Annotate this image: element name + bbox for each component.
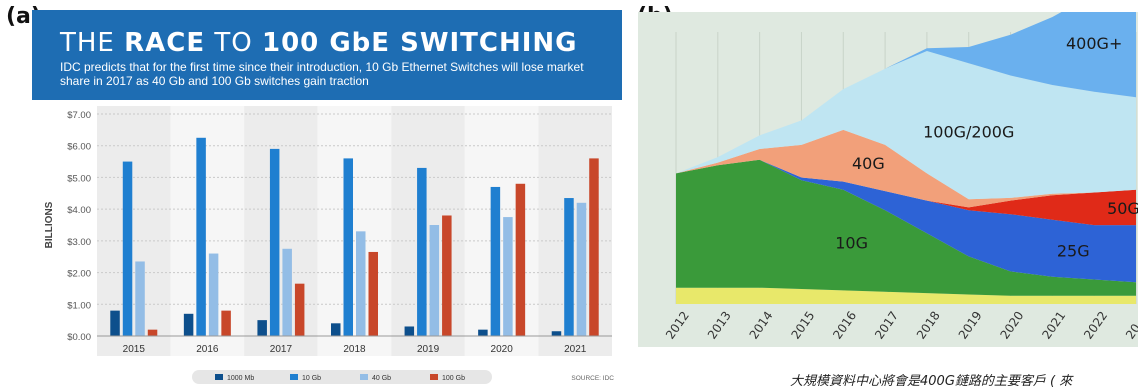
series-label: 50G [1107,199,1138,218]
category-band [538,106,612,356]
y-tick-label: $3.00 [67,237,91,248]
legend-label: 10 Gb [302,375,321,382]
bar [356,231,366,336]
chart-title: THE RACE TO 100 GbE SWITCHING [60,28,578,58]
bar [294,283,305,336]
bar [503,217,513,336]
bar [135,261,145,336]
bar [147,329,158,336]
category-band [170,106,245,356]
legend-box [192,370,492,384]
x-tick-label: 2021 [564,344,587,355]
bar [110,310,120,336]
bar [478,329,488,336]
area-series [676,287,1136,304]
category-band [391,106,465,356]
y-tick-label: $2.00 [67,269,91,280]
series-label: 25G [1057,241,1090,260]
bar [257,320,267,336]
bar [429,225,440,336]
bar [183,313,194,336]
x-tick-label: 2020 [491,344,514,355]
area-series [676,159,1136,226]
bar [208,253,219,336]
bar [576,202,587,336]
bar [282,248,292,336]
series-label: 400G+ [1066,34,1122,53]
chart-subtitle: IDC predicts that for the first time sin… [60,60,584,88]
bar [417,167,427,336]
chart-panel-b: 10G 25G 50G 40G 100G/200G 400G+ 2012 2013 2014 20… [638,12,1138,347]
category-band [317,106,392,356]
bar [515,183,526,336]
y-tick-label: $1.00 [67,300,91,311]
x-tick-label: 2019 [417,344,440,355]
legend-label: 1000 Mb [227,375,254,382]
series-label: 100G/200G [923,122,1014,141]
x-tick-label: 2018 [343,344,366,355]
legend-label: 100 Gb [442,375,465,382]
y-tick-label: $7.00 [67,110,91,121]
bar [490,186,501,336]
area-series [676,159,1136,283]
legend-swatch [215,374,223,380]
bar [589,158,599,336]
category-band [244,106,318,356]
area-series [676,129,1136,208]
bar [442,215,452,336]
y-axis-label: BILLIONS [44,201,55,248]
area-series [676,12,1136,174]
legend-label: 40 Gb [372,375,391,382]
bar [404,326,415,336]
series-label: 40G [852,154,885,173]
y-tick-label: $4.00 [67,205,91,216]
area-series [676,159,1136,296]
bar [368,251,378,336]
series-label: 10G [835,233,868,252]
bar [221,310,231,336]
bar [551,331,562,336]
bar [343,158,353,336]
bar-chart-plot: $0.00 $1.00 $2.00 $3.00 $4.00 $5.00 $6.00 $7.00… [32,100,622,390]
chart-caption: 大規模資料中心將會是400G鏈路的主要客戶 ( 來 [790,374,1073,389]
bar [196,137,206,336]
legend-swatch [290,374,298,380]
x-tick-label: 2016 [196,344,219,355]
bar [564,198,574,336]
area-series [676,51,1136,200]
legend-swatch [360,374,368,380]
bar [269,148,280,336]
chart-panel-a: THE RACE TO 100 GbE SWITCHING IDC predic… [32,10,622,390]
category-band [97,106,171,356]
category-band [464,106,539,356]
chart-header: THE RACE TO 100 GbE SWITCHING IDC predic… [32,10,622,100]
y-tick-label: $0.00 [67,332,91,343]
x-tick-label: 2015 [123,344,146,355]
source-note: SOURCE: IDC [571,375,614,382]
legend-swatch [430,374,438,380]
y-tick-label: $5.00 [67,173,91,184]
bar [331,323,341,336]
bar [122,161,133,336]
y-tick-label: $6.00 [67,142,91,153]
x-tick-label: 2017 [270,344,293,355]
